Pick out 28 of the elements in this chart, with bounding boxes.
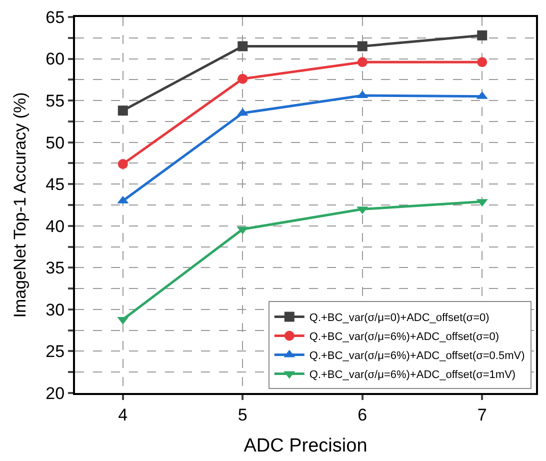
y-tick-label: 30 (46, 300, 65, 320)
y-tick-label: 60 (46, 50, 65, 69)
y-tick-label: 50 (46, 133, 65, 152)
y-tick-label: 40 (46, 216, 65, 236)
point (477, 30, 488, 40)
x-tick-label: 5 (238, 405, 248, 424)
point (118, 106, 128, 116)
x-axis-title: ADC Precision (244, 436, 368, 457)
y-tick-label: 55 (46, 92, 65, 111)
point (238, 74, 248, 84)
y-axis-title: ImageNet Top-1 Accuracy (%) (10, 92, 30, 318)
x-tick-label: 7 (477, 405, 487, 424)
point (118, 159, 128, 170)
y-tick-label: 35 (46, 258, 65, 278)
y-tick-label: 25 (46, 342, 65, 362)
x-tick-label: 6 (358, 405, 368, 424)
y-tick-label: 65 (46, 8, 65, 27)
x-tick-label: 4 (118, 405, 128, 424)
legend-label: Q.+BC_var(σ/μ=0)+ADC_offset(σ=0) (309, 312, 490, 324)
point (357, 57, 368, 68)
point (477, 57, 488, 68)
point (357, 41, 368, 52)
legend-label: Q.+BC_var(σ/μ=6%)+ADC_offset(σ=0.5mV) (309, 350, 525, 362)
legend-label: Q.+BC_var(σ/μ=6%)+ADC_offset(σ=0) (309, 331, 500, 344)
legend-label: Q.+BC_var(σ/μ=6%)+ADC_offset(σ=1mV) (309, 369, 516, 382)
y-tick-label: 45 (46, 175, 65, 194)
y-tick-label: 20 (46, 384, 65, 403)
point (238, 41, 248, 52)
